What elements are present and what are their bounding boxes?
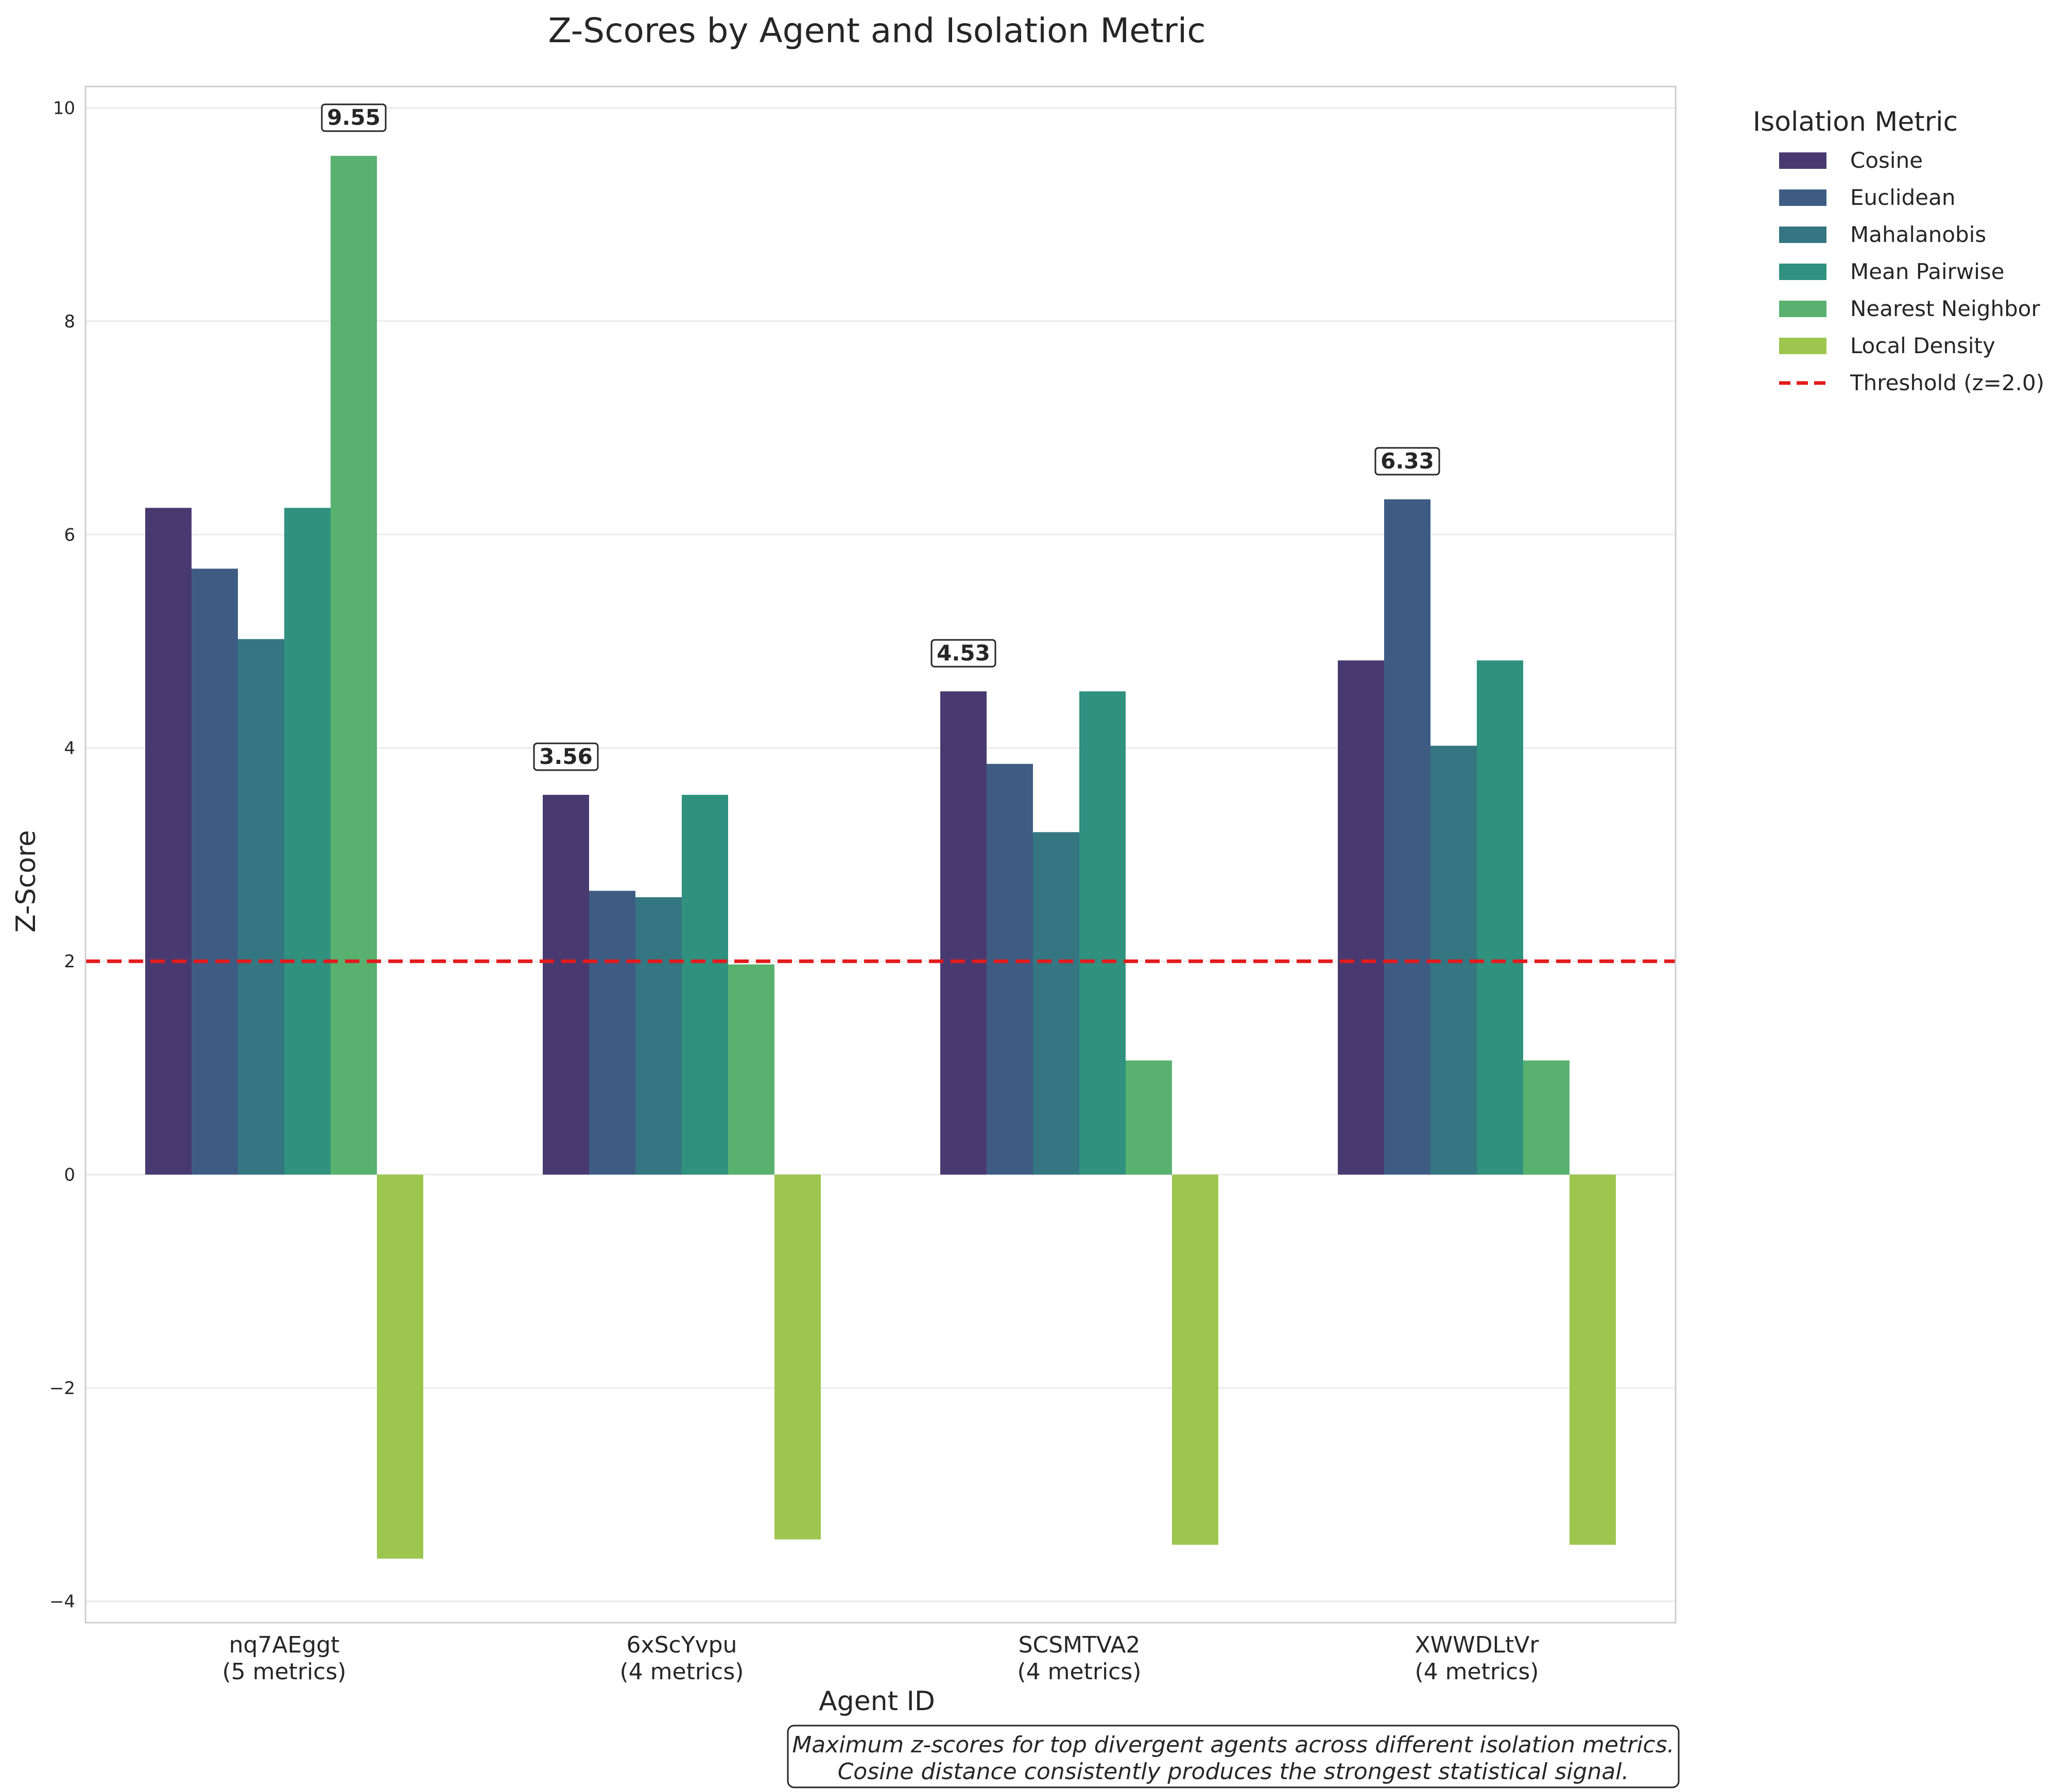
bar-cosine	[940, 691, 987, 1175]
bar-local-density	[1172, 1174, 1218, 1545]
caption-frame	[787, 1725, 1680, 1788]
x-category-note: (5 metrics)	[222, 1659, 347, 1685]
x-axis-categories: nq7AEggt(5 metrics)6xScYvpu(4 metrics)SC…	[222, 1632, 1540, 1685]
legend-label: Euclidean	[1850, 185, 1955, 210]
y-tick-label: 10	[53, 98, 75, 118]
bar-nearest-neighbor	[331, 155, 377, 1175]
bar-mean-pairwise	[682, 794, 728, 1175]
peak-labels: 9.55 3.56 4.53 6.33	[321, 103, 1440, 771]
chart-title: Z-Scores by Agent and Isolation Metric	[548, 11, 1205, 50]
caption-line-2: Cosine distance consistently produces th…	[838, 1759, 1629, 1785]
legend-swatch	[1779, 152, 1826, 169]
peak-label-box	[321, 103, 387, 132]
y-axis-title: Z-Score	[11, 830, 42, 932]
legend-swatch	[1779, 189, 1826, 206]
bar-nearest-neighbor	[1126, 1060, 1172, 1175]
y-tick-label: 2	[64, 951, 75, 972]
bar-cosine	[145, 508, 192, 1175]
bar-mean-pairwise	[1477, 660, 1523, 1175]
peak-label: 6.33	[1381, 448, 1434, 474]
legend-swatch	[1779, 264, 1826, 280]
x-category-note: (4 metrics)	[620, 1659, 744, 1685]
legend-label: Threshold (z=2.0)	[1850, 370, 2044, 395]
x-category-label: 6xScYvpu	[627, 1632, 737, 1658]
x-category-label: nq7AEggt	[229, 1632, 340, 1658]
x-category-note: (4 metrics)	[1018, 1659, 1142, 1685]
x-category-label: XWWDLtVr	[1415, 1632, 1540, 1658]
caption-line-1: Maximum z-scores for top divergent agent…	[792, 1732, 1674, 1758]
bar-euclidean	[589, 891, 635, 1175]
x-category-label: SCSMTVA2	[1019, 1632, 1141, 1658]
legend-swatch	[1779, 227, 1826, 243]
y-tick-label: 4	[64, 738, 75, 759]
y-tick-label: 6	[64, 525, 75, 545]
peak-label: 9.55	[327, 105, 381, 130]
bar-mean-pairwise	[284, 508, 331, 1175]
legend-label: Mean Pairwise	[1850, 259, 2005, 284]
y-tick-label: −4	[49, 1592, 75, 1612]
bar-nearest-neighbor	[728, 964, 774, 1175]
bar-euclidean	[1384, 499, 1430, 1175]
y-tick-label: 0	[64, 1165, 75, 1186]
x-category-note: (4 metrics)	[1415, 1659, 1539, 1685]
peak-label-box	[533, 742, 599, 771]
caption-box: Maximum z-scores for top divergent agent…	[787, 1725, 1680, 1788]
legend-swatch	[1779, 301, 1826, 317]
peak-label: 4.53	[937, 640, 990, 666]
plot-frame	[84, 85, 1677, 1624]
legend: Isolation Metric Cosine Euclidean Mahalano…	[1753, 107, 2044, 395]
bar-cosine	[543, 794, 589, 1175]
x-axis-title: Agent ID	[819, 1686, 935, 1717]
peak-label-box	[930, 639, 996, 668]
bar-mahalanobis	[1033, 832, 1079, 1175]
bar-local-density	[774, 1174, 821, 1540]
y-tick-label: 8	[64, 311, 75, 332]
bar-euclidean	[192, 568, 238, 1175]
bar-mean-pairwise	[1079, 691, 1126, 1175]
legend-swatch	[1779, 338, 1826, 354]
legend-label: Mahalanobis	[1850, 222, 1986, 247]
bars	[145, 155, 1616, 1559]
legend-items: Cosine Euclidean Mahalanobis Mean Pairwise N…	[1779, 148, 2044, 395]
bar-euclidean	[987, 763, 1033, 1175]
bar-cosine	[1338, 660, 1384, 1175]
bar-local-density	[1570, 1174, 1616, 1545]
peak-label-box	[1374, 447, 1440, 476]
legend-label: Nearest Neighbor	[1850, 296, 2040, 321]
legend-label: Cosine	[1850, 148, 1923, 173]
y-axis-ticks: −4 −2 0 2 4 6 8 10	[49, 98, 75, 1612]
legend-title: Isolation Metric	[1753, 107, 1958, 137]
bar-nearest-neighbor	[1523, 1060, 1570, 1175]
bar-mahalanobis	[238, 639, 284, 1175]
y-tick-label: −2	[49, 1378, 75, 1399]
peak-label: 3.56	[539, 744, 593, 769]
legend-label: Local Density	[1850, 333, 1995, 358]
bar-mahalanobis	[635, 897, 682, 1175]
bar-local-density	[377, 1174, 423, 1559]
